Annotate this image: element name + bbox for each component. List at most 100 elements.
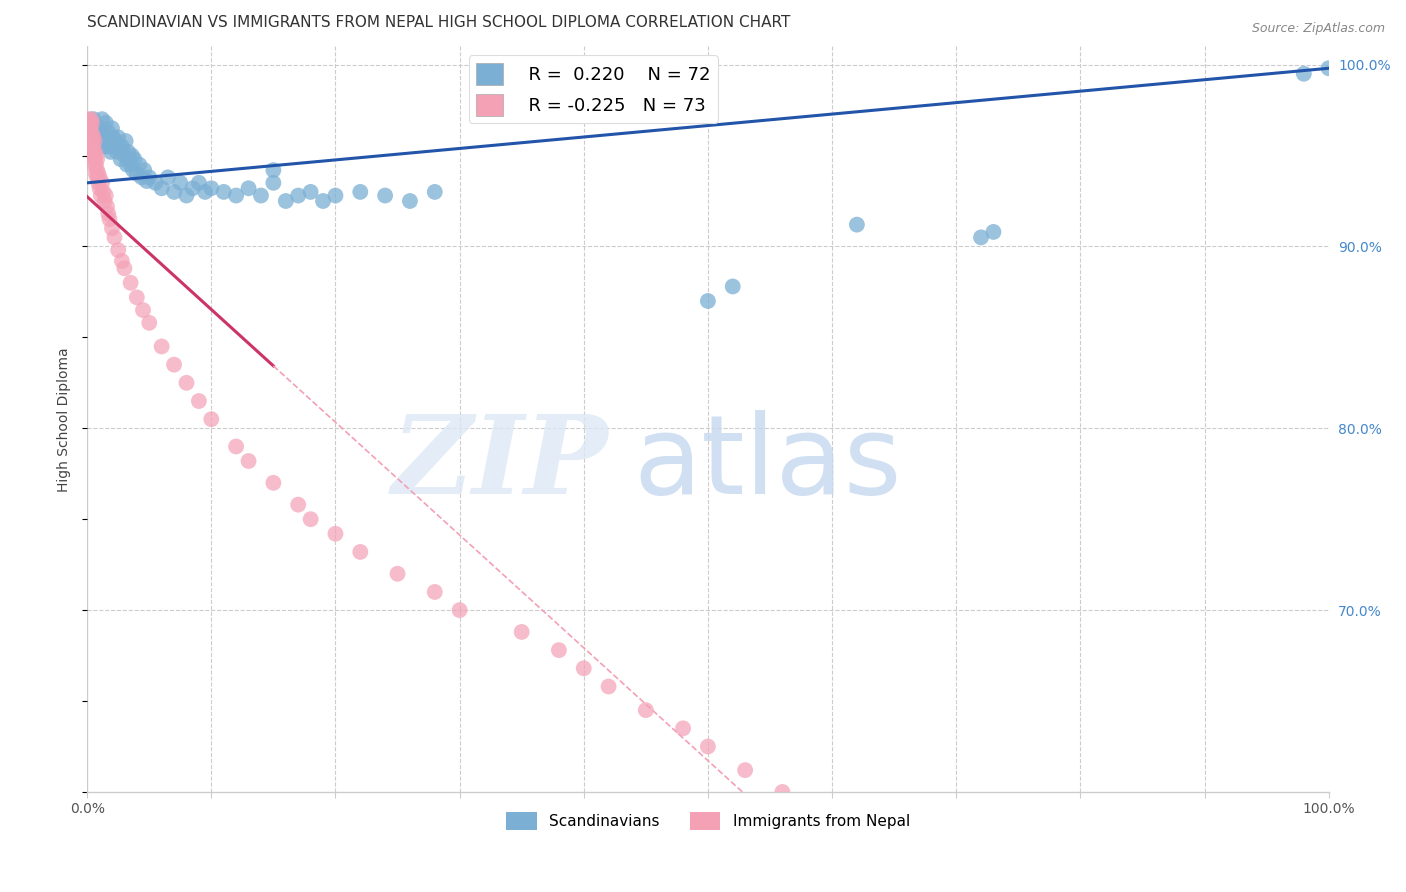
Point — [108, 139, 131, 153]
Point — [287, 188, 309, 202]
Point — [572, 661, 595, 675]
Point — [122, 163, 145, 178]
Point — [91, 127, 114, 141]
Point — [163, 358, 186, 372]
Point — [101, 139, 124, 153]
Point — [325, 188, 347, 202]
Point — [77, 112, 100, 127]
Point — [821, 806, 844, 821]
Point — [721, 279, 744, 293]
Point — [94, 116, 117, 130]
Point — [91, 185, 114, 199]
Point — [107, 130, 129, 145]
Point — [194, 185, 217, 199]
Point — [138, 316, 160, 330]
Point — [82, 116, 104, 130]
Point — [449, 603, 471, 617]
Point — [111, 254, 134, 268]
Point — [82, 139, 104, 153]
Point — [90, 188, 112, 202]
Point — [120, 158, 142, 172]
Point — [82, 130, 104, 145]
Point — [101, 221, 124, 235]
Point — [156, 170, 179, 185]
Point — [250, 188, 273, 202]
Point — [80, 130, 103, 145]
Point — [110, 152, 132, 166]
Point — [212, 185, 235, 199]
Point — [120, 276, 142, 290]
Point — [117, 145, 139, 159]
Point — [107, 243, 129, 257]
Point — [91, 112, 114, 127]
Point — [105, 145, 128, 159]
Point — [94, 130, 117, 145]
Point — [86, 163, 108, 178]
Point — [187, 176, 209, 190]
Point — [83, 152, 105, 166]
Point — [181, 181, 204, 195]
Point — [135, 174, 157, 188]
Point — [225, 188, 247, 202]
Y-axis label: High School Diploma: High School Diploma — [58, 347, 72, 491]
Point — [83, 145, 105, 159]
Point — [349, 545, 371, 559]
Point — [101, 121, 124, 136]
Point — [262, 163, 284, 178]
Point — [634, 703, 657, 717]
Point — [124, 152, 146, 166]
Point — [91, 176, 114, 190]
Point — [98, 212, 121, 227]
Point — [150, 181, 173, 195]
Point — [97, 125, 120, 139]
Point — [86, 170, 108, 185]
Point — [399, 194, 422, 208]
Point — [104, 134, 127, 148]
Point — [696, 293, 718, 308]
Point — [100, 145, 122, 159]
Text: Source: ZipAtlas.com: Source: ZipAtlas.com — [1251, 22, 1385, 36]
Point — [79, 121, 101, 136]
Point — [163, 185, 186, 199]
Point — [112, 148, 135, 162]
Point — [115, 158, 138, 172]
Point — [238, 454, 260, 468]
Point — [112, 261, 135, 276]
Point — [128, 158, 150, 172]
Point — [82, 134, 104, 148]
Point — [325, 526, 347, 541]
Point — [770, 785, 793, 799]
Point — [111, 139, 134, 153]
Point — [86, 152, 108, 166]
Point — [176, 376, 198, 390]
Point — [84, 148, 107, 162]
Point — [299, 512, 322, 526]
Point — [86, 130, 108, 145]
Point — [96, 139, 118, 153]
Point — [89, 134, 111, 148]
Point — [734, 763, 756, 777]
Point — [845, 218, 868, 232]
Point — [79, 116, 101, 130]
Point — [262, 475, 284, 490]
Point — [870, 830, 893, 845]
Point — [93, 194, 115, 208]
Point — [87, 121, 110, 136]
Point — [132, 303, 155, 318]
Point — [82, 158, 104, 172]
Point — [548, 643, 571, 657]
Point — [103, 230, 125, 244]
Point — [387, 566, 409, 581]
Point — [83, 134, 105, 148]
Point — [121, 148, 143, 162]
Point — [145, 176, 167, 190]
Point — [1317, 62, 1340, 76]
Point — [238, 181, 260, 195]
Point — [970, 230, 993, 244]
Point — [134, 163, 156, 178]
Text: ZIP: ZIP — [392, 410, 609, 517]
Point — [169, 176, 191, 190]
Point — [118, 152, 141, 166]
Point — [131, 170, 153, 185]
Point — [423, 585, 446, 599]
